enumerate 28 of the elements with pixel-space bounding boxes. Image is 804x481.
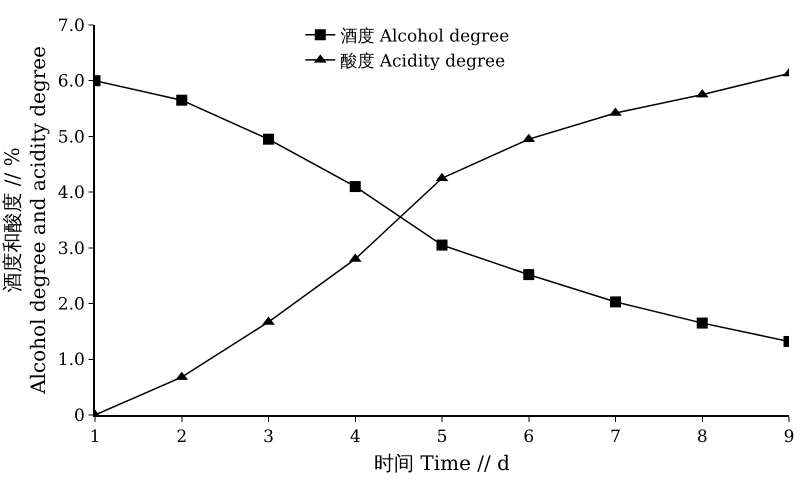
y-tick-label: 0 [74,406,85,426]
point [176,94,188,106]
x-tick-label: 2 [176,427,188,448]
point [523,269,534,280]
point [263,134,274,145]
y-axis-title: 酒度和酸度 // % Alcohol degree and acidity degree [0,46,50,395]
legend-label: 酸度 Acidity degree [340,51,506,72]
point [696,318,708,329]
y-tick-label: 5.0 [58,127,85,148]
point [436,240,448,251]
x-tick-label: 5 [436,427,448,448]
x-axis-title: 时间 Time // d [374,451,510,476]
x-tick-label: 9 [784,427,794,448]
y-tick-label: 1.0 [58,350,85,370]
point [350,181,361,192]
y-tick-label: 3.0 [58,238,85,259]
y-tick-label: 7.0 [58,16,85,36]
x-tick-label: 4 [350,427,361,448]
y-tick-label: 6.0 [58,72,85,92]
point [610,296,621,308]
x-tick-label: 7 [610,427,621,448]
x-tick-label: 8 [696,427,708,448]
x-tick-label: 3 [263,427,274,448]
y-tick-label: 2.0 [58,294,85,315]
x-tick-label: 1 [90,427,100,448]
y-tick-label: 4.0 [58,183,85,204]
x-tick-label: 6 [523,427,534,448]
legend-label: 酒度 Alcohol degree [340,26,510,46]
